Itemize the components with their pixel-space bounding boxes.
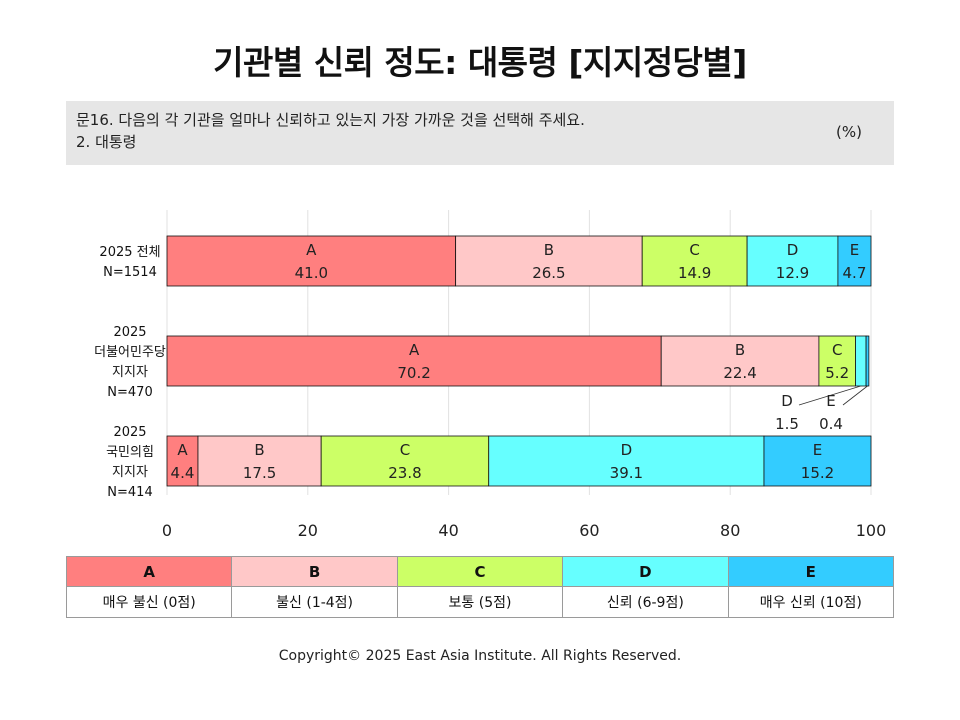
legend-code-b: B (231, 556, 398, 587)
data-label: 23.8 (388, 464, 421, 482)
legend-code-e: E (727, 556, 895, 587)
callout-series-label: E (826, 392, 835, 410)
bar-segment (865, 335, 870, 387)
bar-segment (746, 235, 839, 287)
legend-code-row: A B C D E (65, 556, 895, 587)
data-label: 5.2 (825, 364, 849, 382)
category-label: N=470 (107, 385, 152, 400)
bar-segment (488, 435, 765, 487)
segment-series-label: D (621, 441, 633, 459)
legend-desc-a: 매우 불신 (0점) (65, 586, 233, 618)
x-tick-label: 60 (579, 521, 599, 540)
segment-series-label: C (832, 341, 842, 359)
bar-segment (763, 435, 872, 487)
segment-series-label: A (177, 441, 188, 459)
bar-segment (320, 435, 490, 487)
segment-series-label: E (850, 241, 859, 259)
data-label: 22.4 (723, 364, 756, 382)
segment-series-label: A (409, 341, 420, 359)
unit-label: (%) (836, 123, 862, 141)
bar-segment (166, 335, 662, 387)
category-label: 2025 전체 (99, 245, 160, 260)
category-label: N=414 (107, 485, 152, 500)
segment-series-label: B (735, 341, 745, 359)
x-tick-label: 20 (298, 521, 318, 540)
data-label: 39.1 (610, 464, 643, 482)
category-label: 더불어민주당 (94, 345, 166, 360)
category-label: 국민의힘 (106, 445, 154, 460)
bar-segment (660, 335, 820, 387)
segment-series-label: B (254, 441, 264, 459)
data-label: 26.5 (532, 264, 565, 282)
segment-series-label: C (400, 441, 410, 459)
bar-segment (855, 335, 867, 387)
question-text: 문16. 다음의 각 기관을 얼마나 신뢰하고 있는지 가장 가까운 것을 선택… (76, 111, 585, 129)
x-tick-label: 100 (856, 521, 887, 540)
data-label: 14.9 (678, 264, 711, 282)
legend-code-a: A (65, 556, 233, 587)
data-label: 17.5 (243, 464, 276, 482)
bar-segment (818, 335, 856, 387)
category-label: 2025 (113, 325, 146, 340)
data-label: 15.2 (801, 464, 834, 482)
copyright: Copyright© 2025 East Asia Institute. All… (278, 648, 682, 664)
callout-data-label: 1.5 (775, 415, 799, 433)
segment-series-label: D (787, 241, 799, 259)
segment-series-label: E (813, 441, 822, 459)
legend-table: A B C D E 매우 불신 (0점) 불신 (1-4점) 보통 (5점) 신… (65, 556, 895, 618)
data-label: 41.0 (295, 264, 328, 282)
callout-series-label: D (781, 392, 793, 410)
category-label: 지지자 (112, 465, 148, 480)
x-tick-label: 0 (162, 521, 172, 540)
question-item: 2. 대통령 (76, 133, 137, 151)
legend-desc-c: 보통 (5점) (396, 586, 564, 618)
question-box: 문16. 다음의 각 기관을 얼마나 신뢰하고 있는지 가장 가까운 것을 선택… (66, 101, 894, 165)
callout-leader-line (842, 385, 868, 406)
category-label: 2025 (113, 425, 146, 440)
data-label: 12.9 (776, 264, 809, 282)
category-label: 지지자 (112, 365, 148, 380)
category-label: N=1514 (103, 265, 157, 280)
x-tick-label: 40 (438, 521, 458, 540)
chart-title: 기관별 신뢰 정도: 대통령 [지지정당별] (213, 43, 747, 82)
bar-segment (837, 235, 872, 287)
bar-segment (166, 435, 199, 487)
segment-series-label: C (689, 241, 699, 259)
legend-desc-b: 불신 (1-4점) (231, 586, 398, 618)
callout-data-label: 0.4 (819, 415, 843, 433)
legend-code-c: C (396, 556, 564, 587)
legend-description-row: 매우 불신 (0점) 불신 (1-4점) 보통 (5점) 신뢰 (6-9점) 매… (65, 586, 895, 618)
x-tick-label: 80 (720, 521, 740, 540)
legend-code-d: D (562, 556, 729, 587)
segment-series-label: A (306, 241, 317, 259)
bar-segment (166, 235, 457, 287)
segment-series-label: B (544, 241, 554, 259)
bar-segment (197, 435, 322, 487)
legend-desc-d: 신뢰 (6-9점) (562, 586, 729, 618)
callout-leader-line (798, 385, 861, 406)
data-label: 4.4 (171, 464, 195, 482)
data-label: 70.2 (397, 364, 430, 382)
data-label: 4.7 (843, 264, 867, 282)
legend-desc-e: 매우 신뢰 (10점) (727, 586, 895, 618)
